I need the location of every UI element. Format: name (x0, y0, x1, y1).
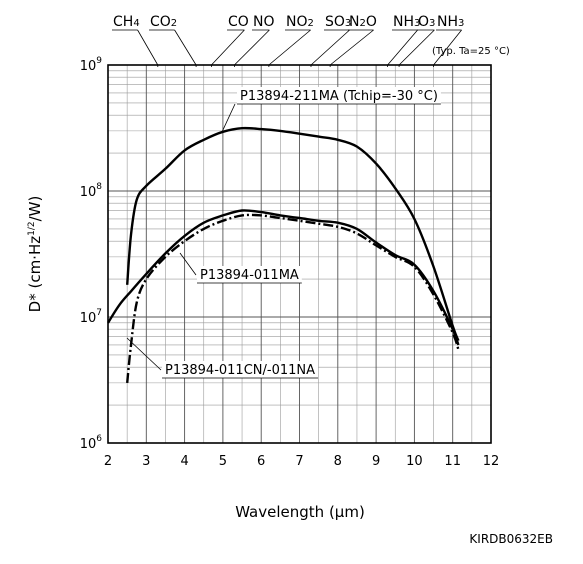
series-leaders (126, 103, 236, 371)
x-tick-label: 4 (180, 454, 188, 469)
x-tick-label: 10 (406, 454, 423, 469)
series-label: P13894-011MA (200, 268, 299, 283)
gas-marker: CO (211, 14, 249, 67)
gas-label: CH4 (113, 14, 140, 30)
plot-frame (107, 64, 492, 444)
gas-label: CO (228, 14, 249, 30)
gas-label: NH3 (437, 14, 464, 30)
x-tick-label: 6 (257, 454, 265, 469)
y-axis-title: D* (cm·Hz1/2/W) (26, 196, 44, 313)
y-tick-labels: 106 107 108 109 (80, 56, 103, 452)
gas-marker: N2O (329, 14, 377, 67)
series-leader-line (126, 337, 162, 371)
gas-label: SO3 (325, 14, 351, 30)
series-label: P13894-211MA (Tchip=-30 °C) (240, 89, 438, 104)
y-tick-label: 107 (80, 308, 102, 326)
x-tick-label: 11 (444, 454, 461, 469)
gas-marker: CH4 (112, 14, 159, 67)
x-tick-label: 7 (295, 454, 303, 469)
gas-marker: NO2 (268, 14, 314, 67)
series-label: P13894-011CN/-011NA (165, 363, 315, 378)
gas-label: N2O (349, 14, 377, 30)
series-leader-line (221, 103, 236, 133)
y-tick-label: 108 (80, 182, 103, 200)
gas-marker: SO3 (310, 14, 351, 67)
y-tick-label: 109 (80, 56, 103, 74)
x-tick-label: 9 (372, 454, 380, 469)
series-leader-line (179, 252, 197, 276)
gas-marker: NH3 (387, 14, 420, 67)
x-tick-label: 2 (104, 454, 112, 469)
figure-code: KIRDB0632EB (469, 532, 553, 546)
gas-label: O3 (418, 14, 435, 30)
series-labels: P13894-211MA (Tchip=-30 °C) P13894-011MA P… (162, 87, 441, 379)
gas-marker: NO (233, 14, 275, 67)
x-tick-label: 8 (334, 454, 342, 469)
x-tick-label: 12 (483, 454, 500, 469)
series-layer (106, 126, 460, 384)
x-tick-label: 5 (219, 454, 227, 469)
x-tick-labels: 2 3 4 5 6 7 8 9 10 11 12 (104, 454, 499, 469)
gas-marker: CO2 (149, 14, 197, 67)
gas-marker: NH3 (433, 14, 464, 67)
series-line-011cn-011na (126, 213, 460, 384)
y-tick-label: 106 (80, 434, 103, 452)
gas-label: NH3 (393, 14, 420, 30)
series-line-011ma (106, 209, 460, 346)
gas-label: NO (253, 14, 275, 30)
gas-label: NO2 (286, 14, 314, 30)
condition-note: (Typ. Ta=25 °C) (432, 46, 510, 57)
series-line-211ma (126, 126, 460, 342)
x-axis-title: Wavelength (µm) (235, 503, 365, 521)
x-tick-label: 3 (142, 454, 150, 469)
gas-label: CO2 (150, 14, 177, 30)
